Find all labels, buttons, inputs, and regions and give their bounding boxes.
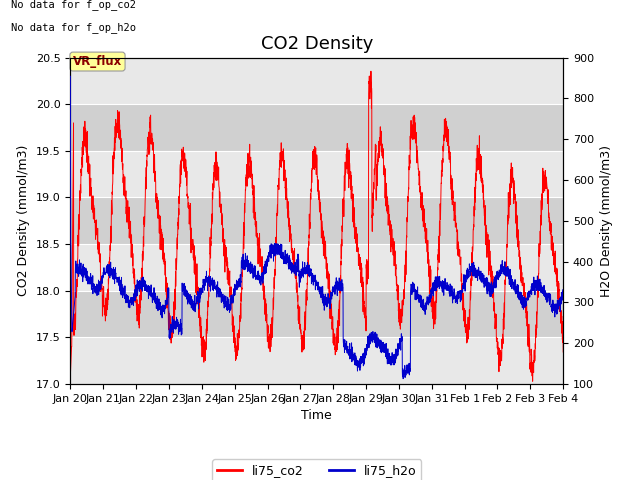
Text: No data for f_op_h2o: No data for f_op_h2o [12,22,136,33]
X-axis label: Time: Time [301,409,332,422]
Y-axis label: CO2 Density (mmol/m3): CO2 Density (mmol/m3) [17,145,30,297]
Y-axis label: H2O Density (mmol/m3): H2O Density (mmol/m3) [600,145,612,297]
Bar [70,244,563,291]
Bar [70,291,563,337]
Bar [70,58,563,104]
Bar [70,197,563,244]
Legend: li75_co2, li75_h2o: li75_co2, li75_h2o [212,459,422,480]
Bar [70,151,563,197]
Title: CO2 Density: CO2 Density [260,35,373,53]
Text: No data for f_op_co2: No data for f_op_co2 [12,0,136,10]
Bar [70,337,563,384]
Bar [70,104,563,151]
Text: VR_flux: VR_flux [73,55,122,68]
